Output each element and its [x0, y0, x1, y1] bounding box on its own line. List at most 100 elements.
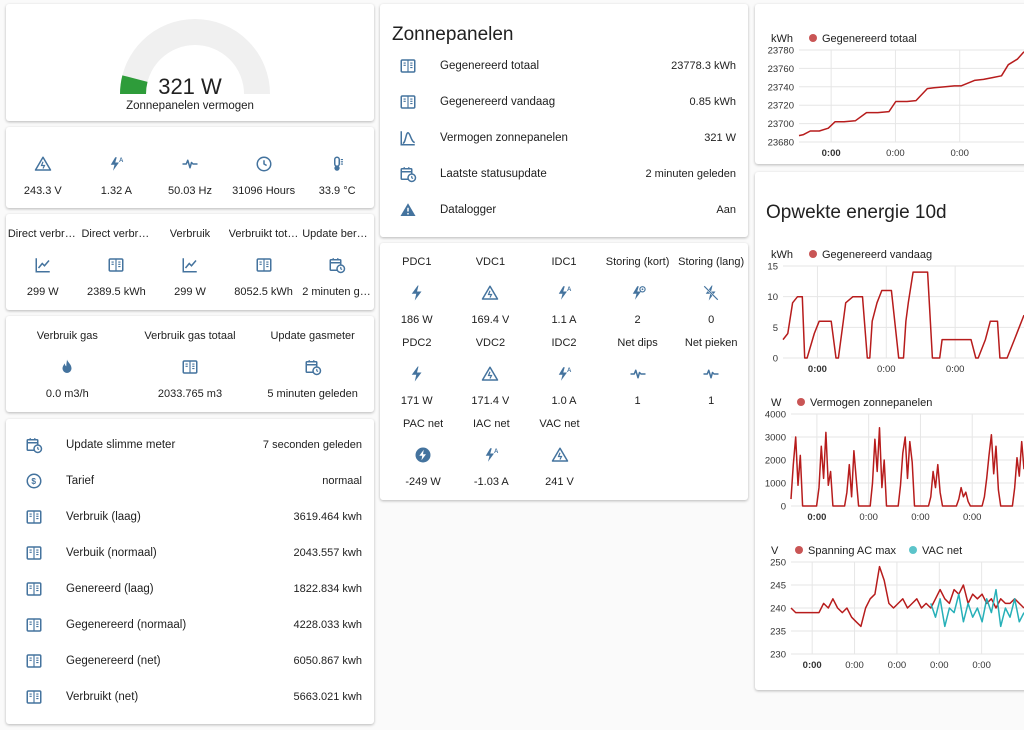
glance-item[interactable]: Net pieken 1	[676, 337, 746, 409]
entity-label: Verbruik (laag)	[66, 511, 141, 523]
glance-item[interactable]: IDC2 A 1.0 A	[529, 337, 599, 409]
entity-row[interactable]: Datalogger Aan	[380, 192, 748, 228]
meter-icon	[24, 616, 44, 634]
glance-item[interactable]: A 1.32 A	[80, 153, 154, 199]
glance-item-name: Direct verbruik zon totaal	[81, 228, 152, 240]
glance-item[interactable]: Direct verbruik zon 299 W	[8, 228, 78, 300]
glance-item[interactable]: Verbruikt totaal 8052.5 kWh	[229, 228, 299, 300]
y-axis-unit: W	[771, 397, 782, 409]
entity-row[interactable]: Verbruik (laag) 3619.464 kwh	[6, 499, 374, 535]
glance-item[interactable]: Net dips 1	[603, 337, 673, 409]
glance-item-state: 31096 Hours	[232, 185, 296, 197]
glance-item[interactable]: Verbruik gas 0.0 m3/h	[7, 330, 128, 402]
entity-value: 5663.021 kwh	[293, 691, 363, 703]
meter-icon	[181, 356, 199, 378]
legend-swatch	[909, 546, 917, 554]
glance-item[interactable]: VAC net 241 V	[525, 418, 593, 490]
glance-item-name: PDC2	[402, 337, 432, 349]
gauge-name: Zonnepanelen vermogen	[126, 100, 254, 112]
x-tick-label: 0:00	[807, 512, 826, 523]
legend-item[interactable]: Spanning AC max	[808, 545, 897, 557]
legend-swatch	[809, 34, 817, 42]
glance-item-state: 171 W	[400, 395, 433, 407]
glance-item[interactable]: Storing (lang) 0	[676, 256, 746, 328]
entity-row[interactable]: Gegenereerd (normaal) 4228.033 kwh	[6, 607, 374, 643]
entity-row[interactable]: Gegenereerd totaal 23778.3 kWh	[380, 48, 748, 84]
current-icon: A	[555, 363, 573, 385]
glance-item[interactable]: 243.3 V	[6, 153, 80, 199]
glance-item-state: 1	[708, 395, 715, 407]
x-tick-label: 0:00	[963, 512, 982, 523]
series-line	[782, 271, 1024, 359]
y-tick-label: 3000	[765, 433, 786, 444]
voltage-icon	[481, 363, 499, 385]
series-line	[798, 51, 1024, 137]
y-tick-label: 250	[770, 558, 786, 569]
entity-value: 2043.557 kwh	[293, 547, 363, 559]
gauge-card[interactable]: 321 W Zonnepanelen vermogen	[6, 4, 374, 121]
y-tick-label: 10	[767, 292, 778, 303]
x-tick-label: 0:00	[946, 364, 965, 375]
glance-item[interactable]: VDC2 171.4 V	[455, 337, 525, 409]
calendar-clock-icon	[328, 254, 346, 276]
entity-value: 0.85 kWh	[689, 96, 736, 108]
entity-row[interactable]: $ Tarief normaal	[6, 463, 374, 499]
glance-item[interactable]: Update berekening 2 minuten geleden	[302, 228, 372, 300]
smart-meter-card: Update slimme meter 7 seconden geleden $ Ta…	[6, 419, 374, 724]
legend-swatch	[809, 250, 817, 258]
entity-label: Update slimme meter	[66, 439, 176, 451]
y-tick-label: 15	[767, 262, 778, 273]
glance-item[interactable]: 33.9 °C	[300, 153, 374, 199]
glance-item[interactable]: Verbruik gas totaal 2033.765 m3	[129, 330, 250, 402]
glance-item[interactable]: PDC2 171 W	[382, 337, 452, 409]
glance-item-name: PAC net	[403, 418, 444, 430]
entity-row[interactable]: Gegenereerd (net) 6050.867 kwh	[6, 643, 374, 679]
glance-item[interactable]: PAC net -249 W	[389, 418, 457, 490]
x-tick-label: 0:00	[950, 148, 969, 159]
entity-row[interactable]: Verbruikt (net) 5663.021 kwh	[6, 679, 374, 715]
legend-item[interactable]: VAC net	[922, 545, 962, 557]
flash-icon	[408, 363, 426, 385]
glance-item-state: 33.9 °C	[318, 185, 356, 197]
y-tick-label: 235	[770, 627, 786, 638]
entity-value: 1822.834 kwh	[293, 583, 363, 595]
series-line	[790, 565, 1024, 628]
glance-item-state: 2389.5 kWh	[87, 286, 146, 298]
entity-row[interactable]: Update slimme meter 7 seconden geleden	[6, 427, 374, 463]
glance-item[interactable]: Verbruik 299 W	[155, 228, 225, 300]
card-title: Opwekte energie 10d	[766, 202, 947, 223]
entity-row[interactable]: Verbuik (normaal) 2043.557 kwh	[6, 535, 374, 571]
glance-item-state: 0.0 m3/h	[45, 388, 89, 400]
entity-label: Datalogger	[440, 204, 497, 216]
glance-item[interactable]: 50.03 Hz	[153, 153, 227, 199]
entity-value: 2 minuten geleden	[645, 168, 736, 180]
glance-item[interactable]: Storing (kort) 2	[603, 256, 673, 328]
calendar-clock-icon	[304, 356, 322, 378]
glance-item[interactable]: IDC1 A 1.1 A	[529, 256, 599, 328]
legend-item[interactable]: Vermogen zonnepanelen	[810, 397, 932, 409]
entity-row[interactable]: Gegenereerd vandaag 0.85 kWh	[380, 84, 748, 120]
y-tick-label: 1000	[765, 479, 786, 490]
glance-item[interactable]: Update gasmeter 5 minuten geleden	[252, 330, 373, 402]
flash-alert-icon	[629, 282, 647, 304]
glance-item[interactable]: IAC net A -1.03 A	[457, 418, 525, 490]
glance-item[interactable]: 31096 Hours	[227, 153, 301, 199]
glance-item[interactable]: PDC1 186 W	[382, 256, 452, 328]
legend-item[interactable]: Gegenereerd vandaag	[822, 249, 932, 261]
legend-item[interactable]: Gegenereerd totaal	[822, 33, 917, 45]
entity-row[interactable]: Genereerd (laag) 1822.834 kwh	[6, 571, 374, 607]
glance-item-name: Storing (kort)	[605, 256, 670, 268]
glance-item[interactable]: VDC1 169.4 V	[455, 256, 525, 328]
entity-row[interactable]: Laatste statusupdate 2 minuten geleden	[380, 156, 748, 192]
x-tick-label: 0:00	[888, 660, 907, 671]
meter-icon	[24, 652, 44, 670]
svg-text:A: A	[119, 158, 124, 164]
y-tick-label: 2000	[765, 456, 786, 467]
entity-value: 6050.867 kwh	[293, 655, 363, 667]
glance-item[interactable]: Direct verbruik zon totaal 2389.5 kWh	[81, 228, 151, 300]
flash-off-icon	[702, 282, 720, 304]
entity-row[interactable]: Vermogen zonnepanelen 321 W	[380, 120, 748, 156]
glance-item-name: Verbruik gas totaal	[144, 330, 236, 342]
currency-icon: $	[24, 472, 44, 490]
